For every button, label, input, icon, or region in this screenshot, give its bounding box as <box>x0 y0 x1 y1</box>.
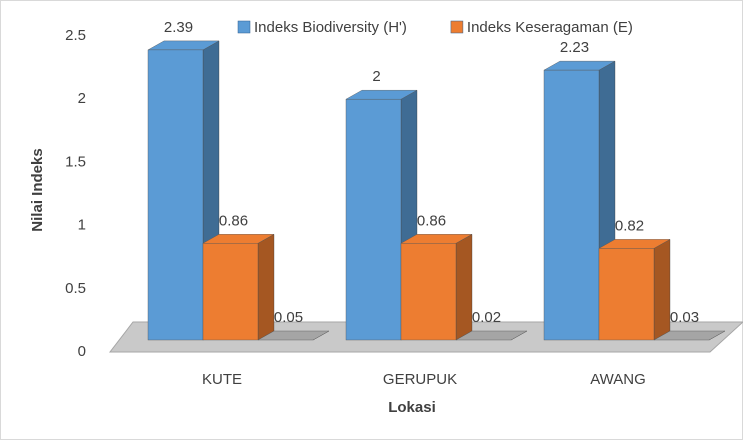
y-tick-label: 2.5 <box>65 27 86 44</box>
bar-front <box>598 248 655 341</box>
bar <box>598 239 671 341</box>
data-label: 0.02 <box>472 309 501 326</box>
data-label: 0.86 <box>417 212 446 229</box>
data-label: 2.23 <box>560 39 589 56</box>
bar-front <box>400 243 457 341</box>
y-tick-label: 2 <box>78 90 86 107</box>
x-axis-label: Lokasi <box>388 399 436 416</box>
data-label: 0.03 <box>670 309 699 326</box>
legend-label: Indeks Biodiversity (H') <box>254 19 407 36</box>
x-tick-label: GERUPUK <box>383 371 457 388</box>
bar <box>455 330 528 341</box>
bar-side-shade <box>456 234 472 340</box>
bar <box>257 330 330 341</box>
legend-swatch <box>450 20 464 34</box>
legend-label: Indeks Keseragaman (E) <box>467 19 633 36</box>
bar-top <box>653 330 726 341</box>
bar <box>400 233 473 341</box>
data-label: 0.05 <box>274 309 303 326</box>
bar <box>147 40 220 341</box>
y-tick-label: 1.5 <box>65 153 86 170</box>
bar-front <box>147 49 204 341</box>
data-label: 2 <box>372 68 380 85</box>
bar-front <box>202 243 259 341</box>
bar-front <box>543 69 600 341</box>
bar-front <box>345 98 402 341</box>
bar-side-shade <box>258 234 274 340</box>
legend-swatch <box>237 20 251 34</box>
bar-side-shade <box>654 239 670 340</box>
bar <box>202 233 275 341</box>
x-tick-label: AWANG <box>590 371 646 388</box>
data-label: 0.82 <box>615 217 644 234</box>
y-tick-label: 1 <box>78 217 86 234</box>
y-tick-label: 0 <box>78 343 86 360</box>
bar-top <box>257 330 330 341</box>
data-label: 2.39 <box>164 19 193 36</box>
bar <box>653 330 726 341</box>
y-tick-label: 0.5 <box>65 280 86 297</box>
bar-top <box>455 330 528 341</box>
y-axis-label: Nilai Indeks <box>29 148 46 231</box>
data-label: 0.86 <box>219 212 248 229</box>
x-tick-label: KUTE <box>202 371 242 388</box>
